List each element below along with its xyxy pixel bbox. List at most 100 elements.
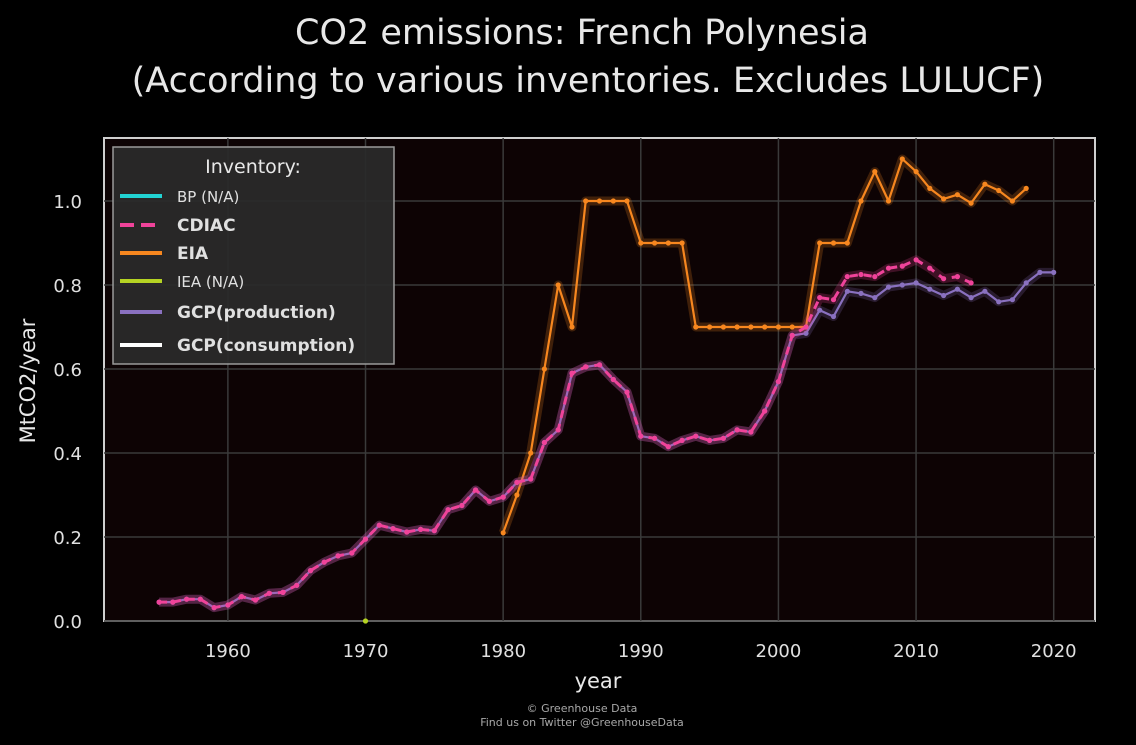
data-point bbox=[913, 257, 919, 263]
data-point bbox=[707, 437, 713, 443]
data-point bbox=[665, 444, 671, 450]
data-point bbox=[596, 362, 603, 368]
data-point bbox=[679, 437, 685, 443]
data-point bbox=[927, 265, 933, 271]
data-point bbox=[362, 536, 369, 542]
data-point bbox=[1051, 269, 1057, 275]
data-point bbox=[996, 299, 1002, 305]
data-point bbox=[514, 492, 520, 498]
data-point bbox=[789, 332, 795, 338]
data-point bbox=[528, 476, 534, 482]
data-point bbox=[762, 324, 768, 330]
data-point bbox=[803, 330, 809, 336]
x-tick-label: 1980 bbox=[480, 641, 526, 662]
data-point bbox=[555, 282, 561, 288]
data-point bbox=[872, 169, 878, 175]
data-point bbox=[404, 529, 410, 535]
data-point bbox=[968, 280, 974, 286]
data-point bbox=[541, 366, 548, 372]
series-iea-n-a bbox=[362, 618, 369, 624]
y-tick-label: 0.4 bbox=[53, 444, 82, 465]
data-point bbox=[211, 605, 217, 611]
data-point bbox=[445, 507, 451, 513]
data-point bbox=[885, 265, 892, 271]
data-point bbox=[500, 530, 506, 536]
data-point bbox=[431, 528, 437, 534]
data-point bbox=[679, 240, 685, 246]
data-point bbox=[638, 433, 644, 439]
x-axis-ticks: 1960 1970 1980 1990 2000 2010 2020 bbox=[205, 641, 1077, 662]
x-tick-label: 2000 bbox=[756, 641, 802, 662]
data-point bbox=[528, 450, 534, 456]
chart-title: CO2 emissions: French Polynesia bbox=[295, 13, 869, 53]
series-cdiac bbox=[156, 255, 974, 613]
data-point bbox=[748, 429, 754, 435]
legend-label: GCP(consumption) bbox=[177, 336, 355, 356]
data-point bbox=[266, 590, 272, 596]
data-point bbox=[927, 185, 933, 191]
data-point bbox=[252, 597, 258, 603]
y-tick-label: 0.6 bbox=[53, 360, 82, 381]
data-point bbox=[899, 263, 905, 269]
data-point bbox=[376, 522, 382, 528]
legend-entry: CDIAC bbox=[120, 216, 236, 236]
data-point bbox=[734, 427, 740, 433]
legend-entry: GCP(consumption) bbox=[120, 336, 355, 356]
data-point bbox=[817, 295, 823, 301]
data-point bbox=[184, 596, 190, 602]
legend-label: GCP(production) bbox=[177, 303, 336, 323]
data-point bbox=[610, 376, 616, 383]
credit-twitter: Find us on Twitter @GreenhouseData bbox=[480, 716, 684, 729]
data-point bbox=[734, 324, 740, 330]
data-point bbox=[941, 196, 947, 202]
data-point bbox=[294, 582, 300, 588]
data-point bbox=[789, 324, 795, 330]
data-point bbox=[624, 198, 630, 204]
data-point bbox=[707, 324, 713, 330]
data-point bbox=[830, 297, 837, 303]
data-point bbox=[500, 494, 506, 500]
legend-label: BP (N/A) bbox=[177, 188, 239, 206]
data-point bbox=[954, 192, 961, 198]
data-point bbox=[775, 379, 782, 385]
data-point bbox=[541, 439, 548, 446]
data-point bbox=[982, 288, 988, 294]
data-point bbox=[459, 502, 465, 509]
data-point bbox=[830, 240, 837, 246]
data-point bbox=[473, 487, 479, 493]
data-point bbox=[968, 295, 974, 301]
data-point bbox=[885, 198, 892, 204]
legend-title: Inventory: bbox=[205, 156, 301, 178]
data-point bbox=[844, 274, 850, 280]
data-point bbox=[321, 559, 327, 565]
legend-entry: EIA bbox=[120, 244, 209, 264]
data-point bbox=[775, 324, 782, 330]
data-point bbox=[1037, 269, 1043, 275]
data-point bbox=[390, 526, 396, 532]
legend-entry: IEA (N/A) bbox=[120, 273, 244, 291]
y-axis-ticks: 0.0 0.2 0.4 0.6 0.8 1.0 bbox=[53, 192, 82, 633]
data-point bbox=[762, 408, 768, 414]
data-point bbox=[693, 324, 699, 330]
data-point bbox=[803, 324, 809, 330]
data-point bbox=[913, 280, 919, 286]
data-point bbox=[941, 292, 947, 299]
legend-entry: BP (N/A) bbox=[120, 188, 239, 206]
data-point bbox=[596, 198, 603, 204]
data-point bbox=[872, 295, 878, 301]
data-point bbox=[1009, 198, 1016, 204]
data-point bbox=[899, 282, 905, 288]
chart-subtitle: (According to various inventories. Exclu… bbox=[132, 61, 1045, 101]
data-point bbox=[638, 240, 644, 246]
data-point bbox=[1023, 185, 1029, 191]
data-point bbox=[927, 286, 933, 292]
data-point bbox=[954, 274, 961, 280]
data-point bbox=[514, 479, 520, 485]
data-point bbox=[225, 602, 231, 608]
data-point bbox=[720, 324, 727, 330]
legend-box bbox=[112, 146, 395, 365]
legend-entries: BP (N/A) CDIAC EIA IEA (N/A) GCP(production)… bbox=[120, 188, 355, 356]
data-point bbox=[624, 389, 630, 395]
data-point bbox=[872, 274, 878, 280]
